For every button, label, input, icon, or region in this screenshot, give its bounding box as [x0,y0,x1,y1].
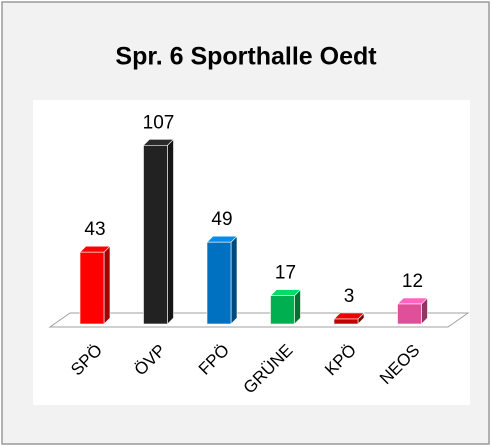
bar-front [79,251,105,325]
data-label: 3 [344,286,355,307]
data-label: 12 [402,271,423,292]
data-label: 43 [84,219,105,240]
bar-side [167,138,174,325]
bar [333,312,365,325]
data-label: 49 [211,209,232,230]
bar-front [333,318,359,325]
bar [142,138,175,325]
bar-front [206,241,232,325]
bar [396,297,429,325]
data-label: 107 [143,112,175,133]
chart-title: Spr. 6 Sporthalle Oedt [115,43,377,71]
data-label: 17 [275,263,296,284]
bar-front [270,295,295,325]
bar-front [143,145,168,325]
bar-side [230,235,238,325]
bar-side [103,245,111,325]
bar [79,245,111,325]
bar-front [397,303,422,325]
bar [269,288,302,325]
bar [206,235,238,325]
